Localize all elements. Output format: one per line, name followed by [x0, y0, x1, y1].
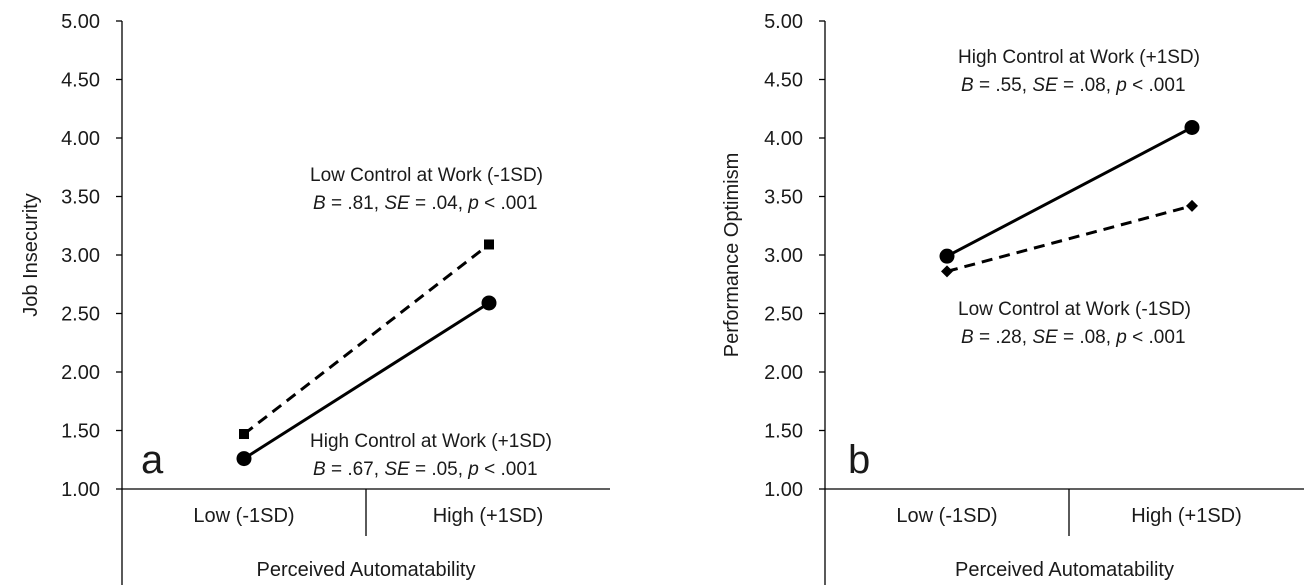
y-tick-label: 3.50 — [764, 187, 803, 209]
data-point — [941, 265, 953, 278]
data-point — [939, 248, 955, 264]
y-tick-label: 5.00 — [764, 11, 803, 33]
panel-a: 1.00 1.50 2.00 2.50 3.00 3.50 4.00 4.50 5.00 Job … — [20, 11, 610, 585]
data-point — [484, 239, 494, 250]
data-point — [1186, 199, 1198, 212]
y-axis-title: Job Insecurity — [20, 193, 42, 316]
y-axis-title: Performance Optimism — [721, 153, 743, 358]
series-annotation-label: Low Control at Work (-1SD) — [310, 165, 543, 186]
series-high-control: High Control at Work (+1SD) B = .67, SE =… — [236, 295, 552, 480]
x-category-label: Low (-1SD) — [896, 505, 997, 527]
data-point — [239, 429, 249, 440]
y-tick-label: 4.00 — [764, 128, 803, 150]
series-low-control: Low Control at Work (-1SD) B = .81, SE = … — [239, 165, 543, 440]
y-tick-label: 2.50 — [61, 304, 100, 326]
y-tick-label: 4.50 — [61, 70, 100, 92]
series-annotation-stats: B = .55, SE = .08, p < .001 — [961, 75, 1186, 96]
series-high-control: High Control at Work (+1SD) B = .55, SE =… — [939, 47, 1200, 264]
series-annotation-label: Low Control at Work (-1SD) — [958, 299, 1191, 320]
axes — [824, 21, 1304, 585]
series-annotation-label: High Control at Work (+1SD) — [310, 431, 552, 452]
x-axis-title: Perceived Automatability — [955, 559, 1174, 581]
y-tick-label: 1.00 — [61, 479, 100, 501]
series-line — [946, 204, 1193, 273]
x-category-label: High (+1SD) — [1131, 505, 1242, 527]
y-tick-label: 5.00 — [61, 11, 100, 33]
series-annotation-stats: B = .67, SE = .05, p < .001 — [313, 459, 538, 480]
panel-letter: a — [141, 438, 164, 482]
series-low-control: Low Control at Work (-1SD) B = .28, SE = … — [941, 199, 1198, 348]
series-annotation-stats: B = .28, SE = .08, p < .001 — [961, 327, 1186, 348]
panel-letter: b — [848, 438, 870, 482]
y-tick-label: 1.50 — [764, 421, 803, 443]
series-annotation-stats: B = .81, SE = .04, p < .001 — [313, 193, 538, 214]
series-annotation-label: High Control at Work (+1SD) — [958, 47, 1200, 68]
series-line — [946, 126, 1193, 258]
data-point — [1184, 119, 1200, 135]
panel-b: 1.00 1.50 2.00 2.50 3.00 3.50 4.00 4.50 5.00 Perf… — [721, 11, 1304, 585]
y-tick-label: 4.00 — [61, 128, 100, 150]
y-tick-label: 1.00 — [764, 479, 803, 501]
data-point — [236, 451, 252, 467]
y-tick-label: 3.00 — [764, 245, 803, 267]
axes — [121, 21, 610, 585]
x-category-label: Low (-1SD) — [193, 505, 294, 527]
y-tick-label: 1.50 — [61, 421, 100, 443]
x-axis-title: Perceived Automatability — [256, 559, 475, 581]
y-tick-label: 3.00 — [61, 245, 100, 267]
y-tick-label: 3.50 — [61, 187, 100, 209]
y-tick-label: 2.00 — [61, 362, 100, 384]
data-point — [481, 295, 497, 311]
y-tick-label: 4.50 — [764, 70, 803, 92]
series-line — [243, 301, 490, 460]
y-tick-label: 2.50 — [764, 304, 803, 326]
y-tick-label: 2.00 — [764, 362, 803, 384]
series-line — [243, 243, 490, 436]
x-category-label: High (+1SD) — [433, 505, 544, 527]
